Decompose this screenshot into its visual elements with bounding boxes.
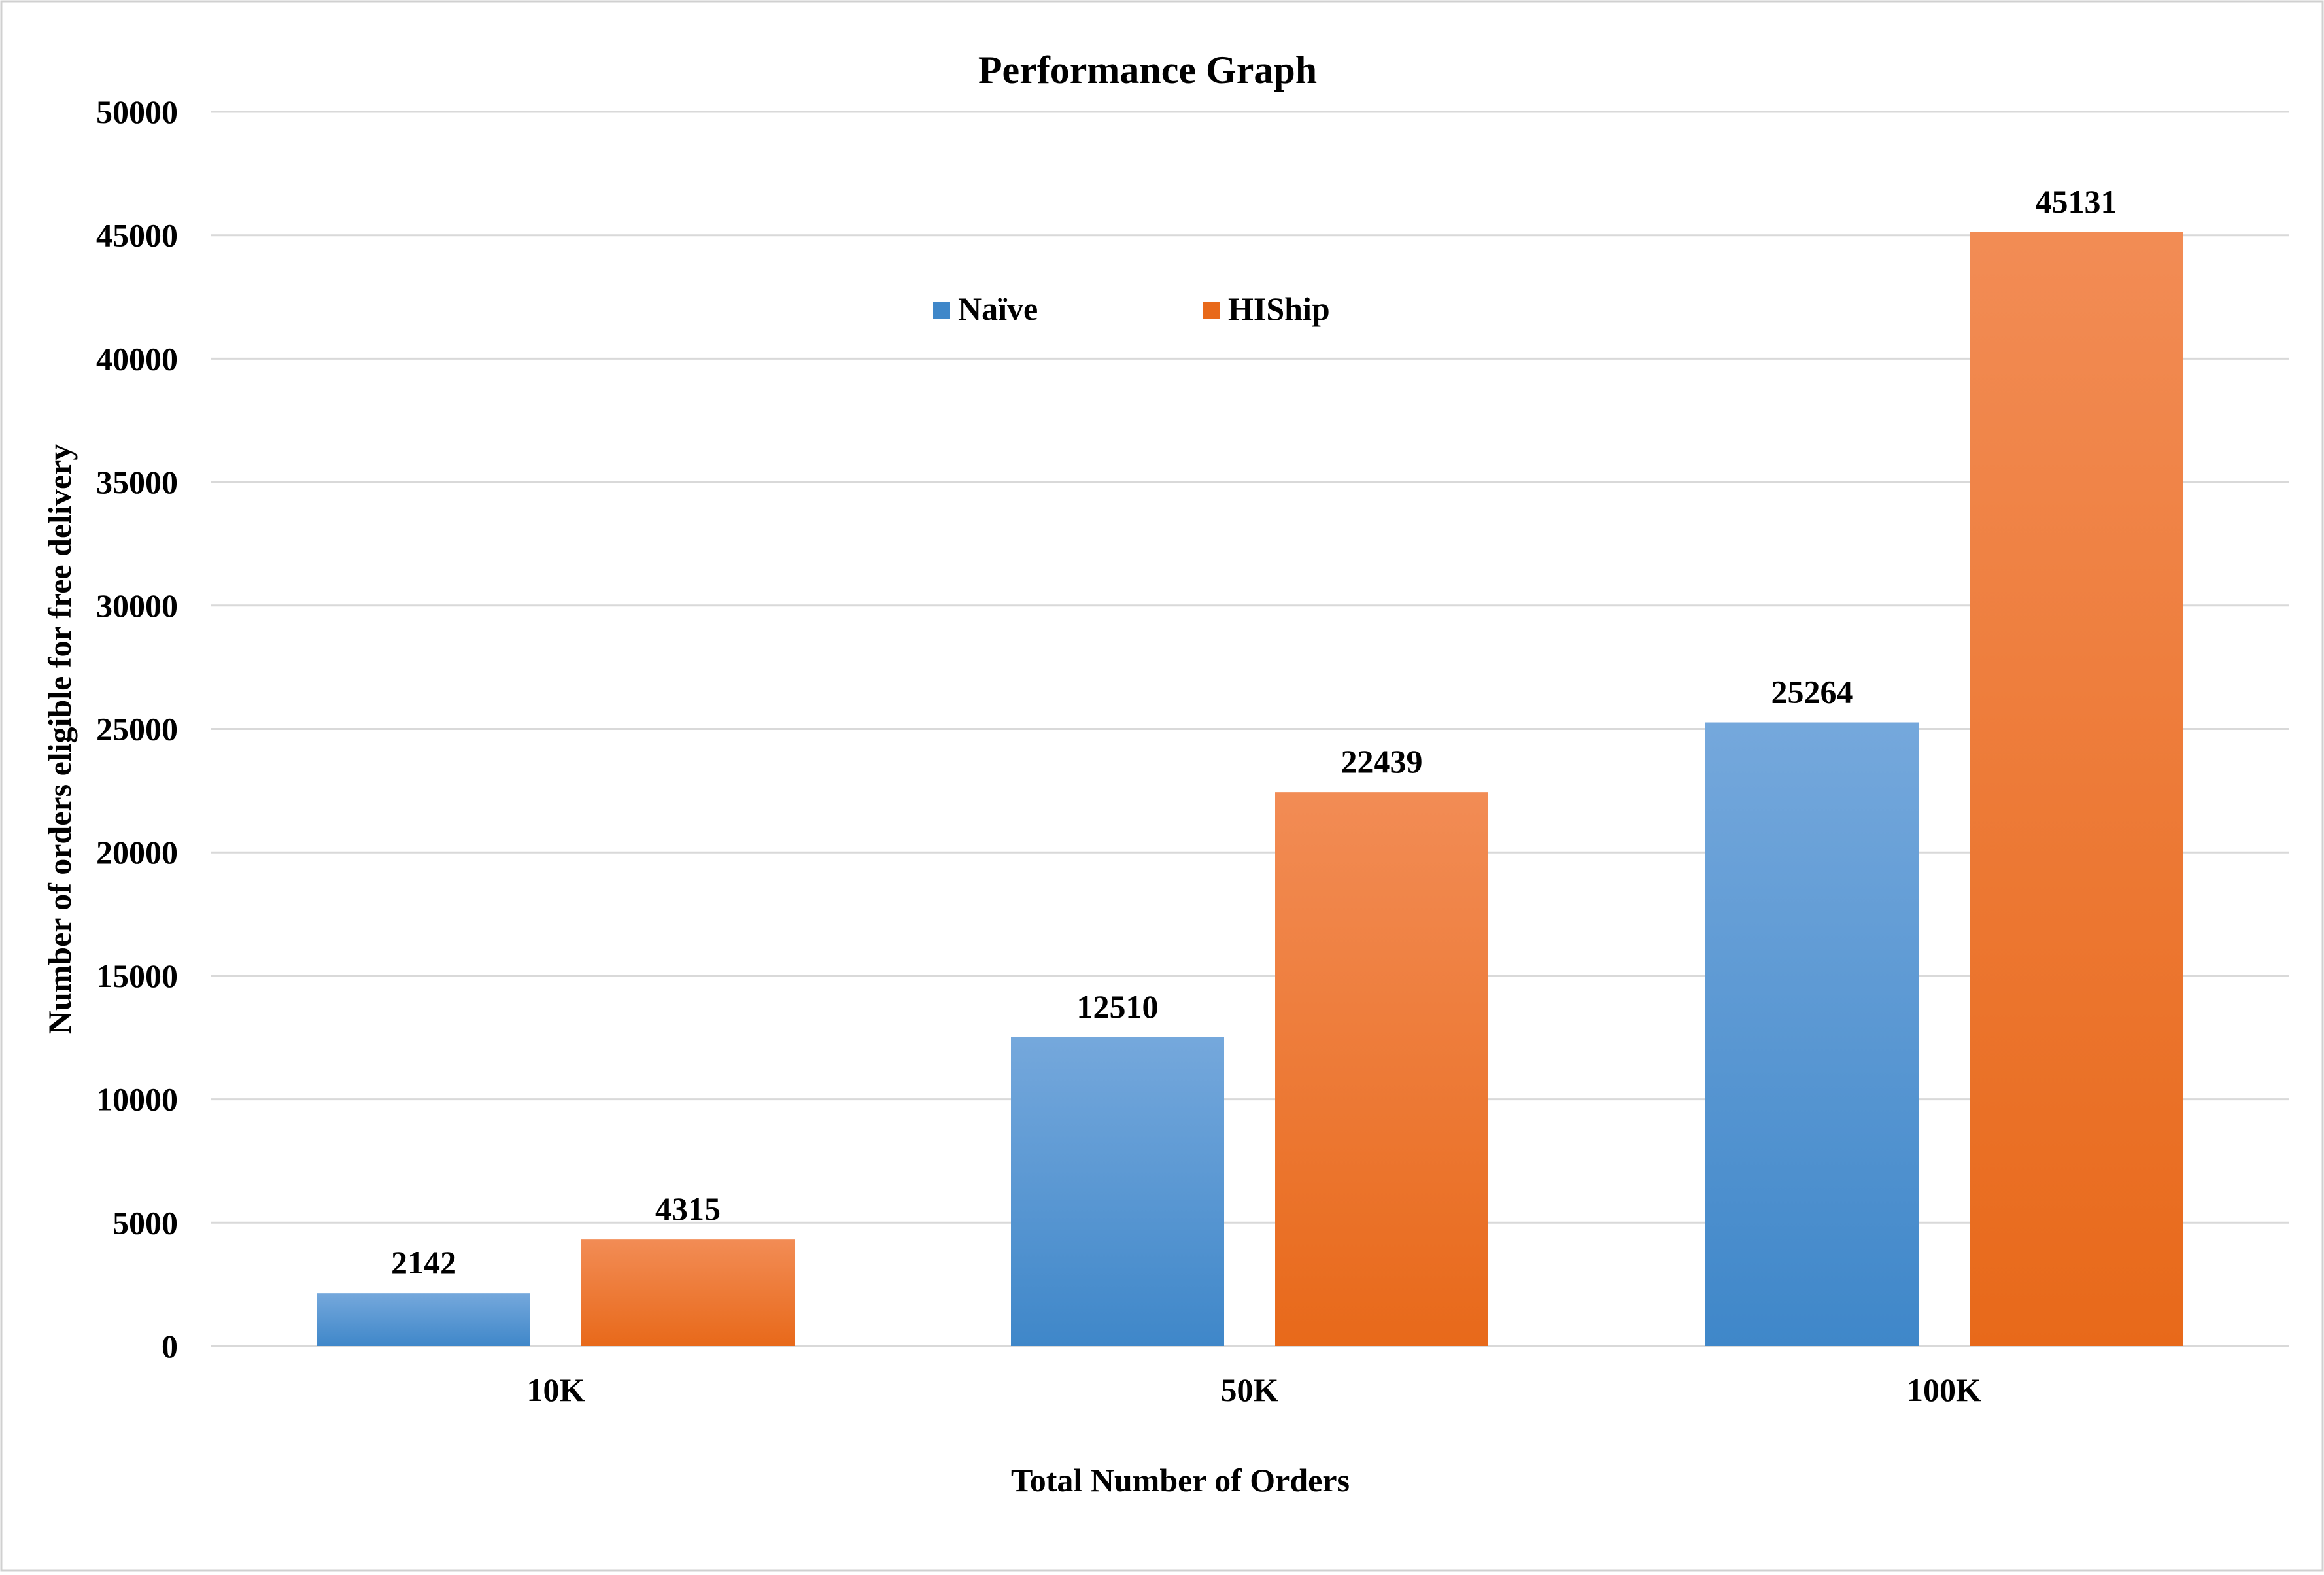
legend-swatch-naive [933, 302, 950, 319]
bar-naive-100k [1705, 722, 1919, 1346]
chart-title: Performance Graph [978, 48, 1317, 92]
data-label-hiship-100k: 45131 [2036, 183, 2117, 220]
data-labels: 2142 12510 25264 4315 22439 45131 [391, 183, 2117, 1281]
legend-label-naive: Naïve [958, 290, 1038, 327]
x-axis-label: Total Number of Orders [1011, 1462, 1350, 1498]
x-axis-ticks: 10K 50K 100K [527, 1372, 1982, 1408]
x-tick-label: 10K [527, 1372, 585, 1408]
y-tick-label: 35000 [96, 464, 178, 500]
gridlines [211, 111, 2289, 1347]
data-label-naive-100k: 25264 [1771, 674, 1853, 710]
bars [317, 232, 2183, 1346]
bar-hiship-10k [581, 1239, 795, 1346]
data-label-naive-10k: 2142 [391, 1244, 456, 1281]
x-tick-label: 100K [1907, 1372, 1981, 1408]
y-tick-label: 20000 [96, 834, 178, 871]
x-tick-label: 50K [1221, 1372, 1279, 1408]
legend: Naïve HIShip [933, 290, 1330, 327]
legend-swatch-hiship [1203, 302, 1220, 319]
y-tick-label: 25000 [96, 711, 178, 748]
y-tick-label: 5000 [112, 1204, 178, 1241]
data-label-naive-50k: 12510 [1077, 988, 1159, 1025]
legend-label-hiship: HIShip [1228, 290, 1330, 327]
y-tick-label: 15000 [96, 958, 178, 994]
bar-hiship-50k [1275, 792, 1488, 1346]
data-label-hiship-10k: 4315 [655, 1190, 721, 1227]
y-tick-label: 50000 [96, 94, 178, 130]
bar-hiship-100k [1970, 232, 2183, 1346]
y-axis-ticks: 0 5000 10000 15000 20000 25000 30000 35000 40000… [96, 94, 178, 1364]
y-tick-label: 10000 [96, 1081, 178, 1118]
bar-naive-10k [317, 1293, 530, 1346]
y-tick-label: 40000 [96, 340, 178, 377]
y-axis-label: Number of orders eligible for free deliv… [41, 444, 78, 1035]
bar-naive-50k [1011, 1037, 1224, 1346]
y-tick-label: 45000 [96, 217, 178, 254]
y-tick-label: 0 [162, 1328, 178, 1364]
data-label-hiship-50k: 22439 [1341, 743, 1423, 780]
y-tick-label: 30000 [96, 587, 178, 624]
